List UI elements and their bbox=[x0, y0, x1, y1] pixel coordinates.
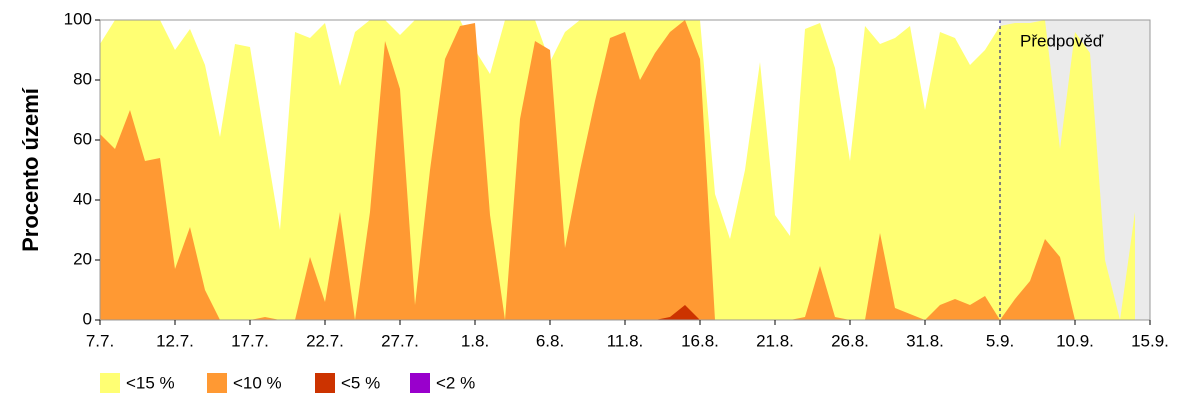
x-tick-label: 6.8. bbox=[536, 331, 564, 350]
y-tick-label: 40 bbox=[73, 189, 92, 208]
y-tick-label: 0 bbox=[83, 309, 92, 328]
x-tick-label: 16.8. bbox=[681, 331, 719, 350]
y-tick-label: 80 bbox=[73, 69, 92, 88]
y-tick-label: 60 bbox=[73, 129, 92, 148]
x-tick-label: 21.8. bbox=[756, 331, 794, 350]
x-tick-label: 22.7. bbox=[306, 331, 344, 350]
y-tick-label: 20 bbox=[73, 249, 92, 268]
x-tick-label: 11.8. bbox=[607, 331, 644, 350]
legend-swatch bbox=[100, 373, 120, 393]
legend-swatch bbox=[410, 373, 430, 393]
y-axis-title: Procento území bbox=[18, 87, 43, 252]
x-tick-label: 17.7. bbox=[231, 331, 269, 350]
legend-label: <15 % bbox=[126, 373, 175, 392]
x-tick-label: 7.7. bbox=[86, 331, 114, 350]
legend-swatch bbox=[207, 373, 227, 393]
x-tick-label: 10.9. bbox=[1056, 331, 1094, 350]
x-tick-label: 31.8. bbox=[906, 331, 944, 350]
x-tick-label: 1.8. bbox=[461, 331, 489, 350]
area bbox=[100, 20, 1135, 320]
legend-label: <10 % bbox=[233, 373, 282, 392]
y-tick-label: 100 bbox=[64, 9, 92, 28]
x-tick-label: 12.7. bbox=[156, 331, 194, 350]
annotation: Předpověď bbox=[1020, 31, 1104, 50]
x-tick-label: 27.7. bbox=[381, 331, 419, 350]
x-tick-label: 15.9. bbox=[1131, 331, 1169, 350]
legend-label: <2 % bbox=[436, 373, 475, 392]
legend-swatch bbox=[315, 373, 335, 393]
legend-label: <5 % bbox=[341, 373, 380, 392]
x-tick-label: 5.9. bbox=[986, 331, 1014, 350]
x-tick-label: 26.8. bbox=[831, 331, 869, 350]
